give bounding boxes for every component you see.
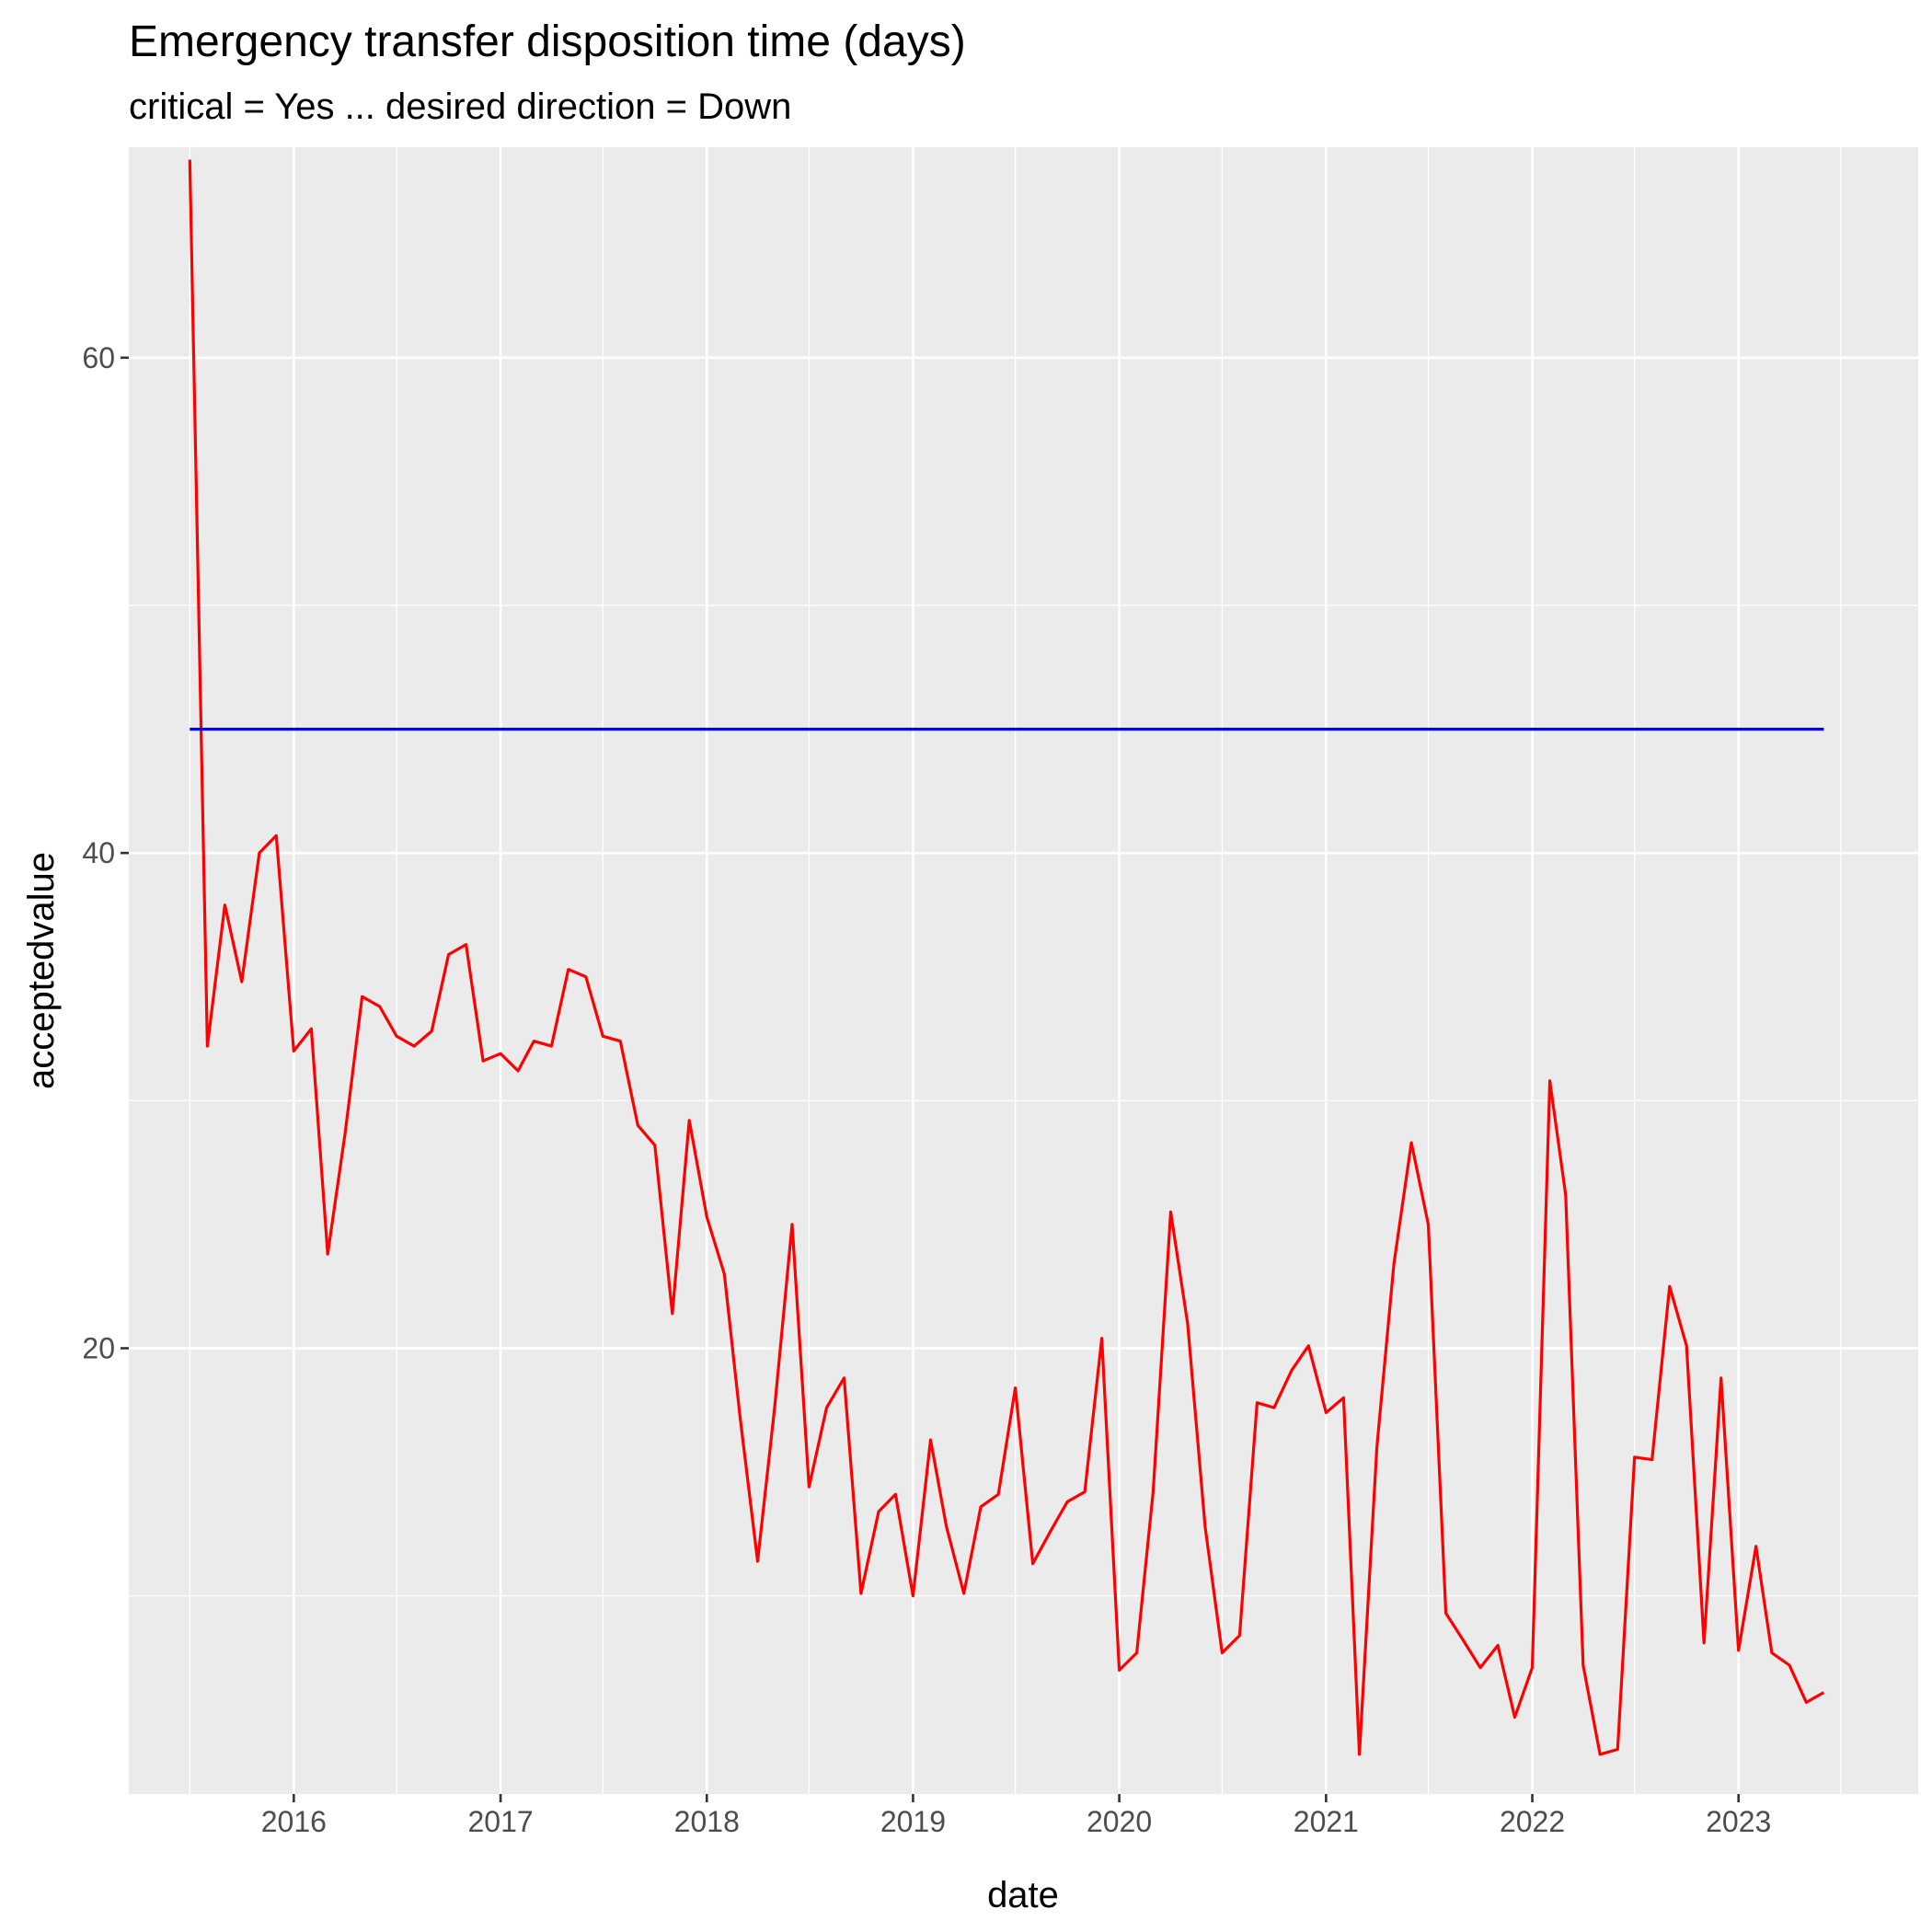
x-tick-label: 2019 xyxy=(880,1805,946,1838)
chart-subtitle: critical = Yes ... desired direction = D… xyxy=(129,86,791,127)
y-tick-label: 20 xyxy=(82,1331,115,1364)
x-tick-label: 2020 xyxy=(1087,1805,1152,1838)
major-gridlines xyxy=(129,147,1918,1794)
x-axis-title: date xyxy=(987,1875,1059,1915)
chart-title: Emergency transfer disposition time (day… xyxy=(129,17,966,66)
x-tick-label: 2021 xyxy=(1294,1805,1359,1838)
x-tick-label: 2017 xyxy=(468,1805,534,1838)
plot-panel xyxy=(129,147,1918,1794)
series-layer xyxy=(188,159,1825,1756)
x-tick-label: 2016 xyxy=(261,1805,327,1838)
y-tick-label: 60 xyxy=(82,341,115,374)
series-line-1 xyxy=(188,159,1825,1756)
minor-gridlines xyxy=(129,147,1918,1794)
y-tick-label: 40 xyxy=(82,836,115,869)
y-axis-title: acceptedvalue xyxy=(21,852,62,1089)
axis-ticks: 2016 2017 2018 2019 2020 2021 2022 2023 20 40 60 xyxy=(82,341,1771,1838)
x-tick-label: 2018 xyxy=(674,1805,740,1838)
x-tick-label: 2023 xyxy=(1706,1805,1771,1838)
x-tick-label: 2022 xyxy=(1500,1805,1565,1838)
